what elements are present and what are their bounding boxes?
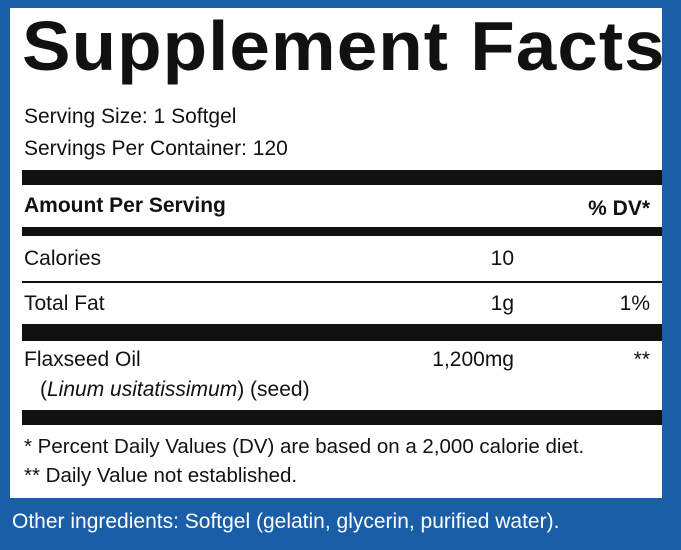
supplement-facts-label: Supplement Facts Serving Size: 1 Softgel… — [10, 7, 665, 498]
seed-note: ) (seed) — [237, 378, 310, 401]
servings-per-container: Servings Per Container: 120 — [24, 137, 288, 160]
row-flaxseed-amount: 1,200mg — [432, 348, 514, 371]
thick-divider — [22, 324, 662, 341]
row-total-fat-name: Total Fat — [24, 292, 105, 315]
latin-name: Linum usitatissimum — [47, 378, 238, 401]
facts-title: Supplement Facts — [22, 7, 666, 85]
row-total-fat-amount: 1g — [490, 292, 514, 315]
dv-header: % DV* — [588, 197, 650, 220]
medium-divider — [22, 227, 662, 236]
paren-open: ( — [40, 378, 47, 401]
thick-divider — [22, 410, 662, 425]
row-divider — [22, 281, 662, 283]
amount-per-serving-header: Amount Per Serving — [24, 194, 226, 217]
serving-size: Serving Size: 1 Softgel — [24, 105, 237, 128]
row-flaxseed-dv: ** — [633, 348, 650, 371]
other-ingredients: Other ingredients: Softgel (gelatin, gly… — [12, 510, 560, 533]
row-flaxseed-name: Flaxseed Oil — [24, 348, 141, 371]
row-total-fat-dv: 1% — [619, 292, 650, 315]
row-calories-amount: 10 — [490, 247, 514, 270]
thick-divider — [22, 170, 662, 185]
flaxseed-latin-name: (Linum usitatissimum) (seed) — [40, 378, 310, 402]
footnote-dv: * Percent Daily Values (DV) are based on… — [24, 435, 585, 458]
footnote-not-established: ** Daily Value not established. — [24, 464, 298, 487]
row-calories-name: Calories — [24, 247, 102, 270]
